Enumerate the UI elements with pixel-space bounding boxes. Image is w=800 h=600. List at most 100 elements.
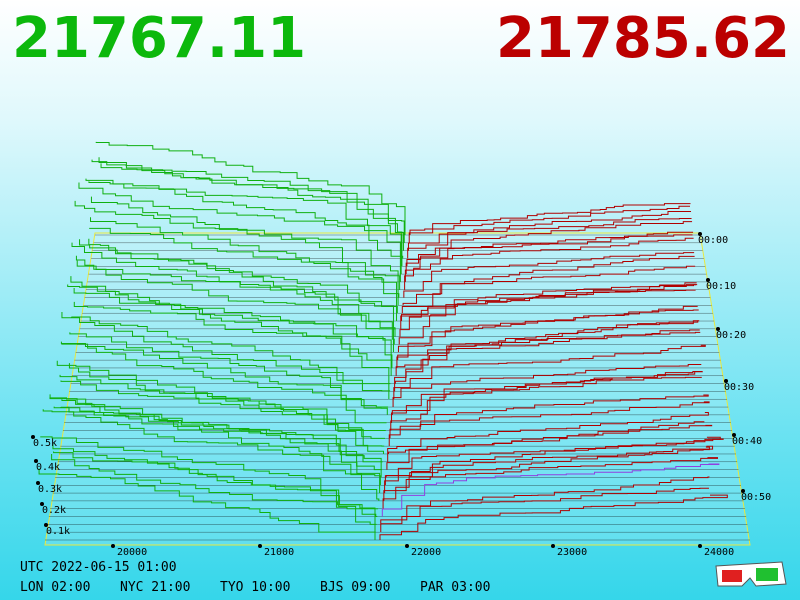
depth-lines	[38, 141, 750, 541]
price-label: 24000	[704, 547, 734, 558]
clock: TYO 10:00	[220, 580, 291, 595]
bid-depth-line	[73, 288, 393, 361]
time-label: 00:30	[724, 382, 754, 393]
ask-depth-line	[386, 424, 713, 470]
bid-depth-line	[61, 399, 382, 471]
floor	[44, 232, 751, 546]
bid-depth-line	[100, 163, 404, 251]
bid-depth-line	[60, 380, 384, 454]
ask-depth-line	[384, 445, 714, 486]
ask-depth-line	[384, 436, 721, 494]
bid-depth-line	[95, 141, 406, 235]
utc-time: UTC 2022-06-15 01:00	[20, 560, 177, 575]
tick-dot	[405, 544, 409, 548]
bid-depth-line	[91, 159, 403, 267]
ask-depth-line	[409, 205, 690, 235]
bid-depth-line	[76, 260, 394, 353]
clock: BJS 09:00	[320, 580, 391, 595]
bid-depth-line	[85, 178, 402, 275]
ask-depth-line	[399, 282, 697, 337]
clock: PAR 03:00	[420, 580, 491, 595]
clock: LON 02:00	[20, 580, 91, 595]
bid-depth-line	[53, 406, 381, 494]
time-label: 00:20	[716, 330, 746, 341]
tick-dot	[40, 502, 44, 506]
time-label: 00:00	[698, 235, 728, 246]
bid-depth-line	[78, 182, 401, 282]
ask-depth-line	[394, 331, 701, 392]
ask-depth-line	[387, 421, 705, 454]
tick-dot	[551, 544, 555, 548]
depth-label: 0.4k	[36, 462, 60, 473]
ask-depth-line	[398, 284, 698, 345]
ask-depth-line	[380, 476, 710, 533]
3d-glasses-icon[interactable]	[712, 558, 792, 598]
bid-depth-line	[61, 312, 391, 385]
tick-dot	[698, 544, 702, 548]
tick-dot	[34, 459, 38, 463]
price-label: 21000	[264, 547, 294, 558]
price-label: 20000	[117, 547, 147, 558]
bid-depth-line	[52, 443, 379, 510]
tick-dot	[698, 232, 702, 236]
ask-depth-line	[379, 494, 728, 540]
bid-depth-line	[70, 316, 391, 392]
ask-depth-line	[407, 217, 692, 259]
price-label: 22000	[411, 547, 441, 558]
ask-depth-line	[403, 252, 695, 298]
bid-depth-line	[89, 227, 398, 322]
bid-depth-line	[79, 239, 396, 337]
ask-depth-line	[404, 231, 694, 282]
ask-depth-line	[388, 401, 710, 447]
depth-label: 0.2k	[42, 505, 66, 516]
clock: NYC 21:00	[120, 580, 191, 595]
ask-depth-line	[408, 203, 691, 243]
tick-dot	[724, 379, 728, 383]
bid-depth-line	[67, 284, 393, 368]
bid-depth-line	[56, 360, 386, 432]
ask-depth-line	[383, 457, 719, 501]
ask-price: 21785.62	[495, 6, 790, 71]
ask-depth-line	[401, 265, 696, 314]
bid-depth-line	[74, 200, 399, 306]
tick-dot	[716, 327, 720, 331]
ask-depth-line	[387, 412, 709, 462]
depth-label: 0.1k	[46, 526, 70, 537]
tick-dot	[741, 489, 745, 493]
tick-dot	[36, 481, 40, 485]
bid-depth-line	[90, 217, 400, 298]
axis-labels: 20000 21000 22000 23000 24000 0.1k 0.2k 0.3k 0.4…	[31, 232, 771, 558]
bid-depth-line	[59, 374, 385, 447]
ask-depth-line	[390, 371, 703, 431]
ask-depth-line	[391, 376, 702, 415]
tick-dot	[258, 544, 262, 548]
bid-price: 21767.11	[12, 6, 307, 71]
bid-depth-line	[88, 238, 398, 314]
bid-depth-line	[70, 276, 392, 376]
depth-label: 0.3k	[38, 484, 62, 495]
bid-depth-line	[42, 409, 380, 501]
ask-depth-line	[389, 394, 709, 439]
ask-depth-line	[392, 363, 702, 408]
depth-label: 0.5k	[33, 438, 57, 449]
tick-dot	[44, 523, 48, 527]
bid-depth-line	[49, 397, 382, 478]
ask-depth-line	[381, 487, 709, 525]
bid-depth-line	[73, 301, 390, 400]
bid-depth-line	[69, 332, 389, 408]
bid-depth-line	[53, 451, 378, 518]
tick-dot	[706, 278, 710, 282]
bid-depth-line	[61, 343, 387, 424]
bid-depth-line	[38, 468, 376, 533]
ask-depth-line	[381, 463, 720, 517]
ask-depth-line	[393, 344, 706, 400]
bid-depth-line	[51, 453, 376, 540]
ask-depth-line	[396, 309, 699, 368]
time-label: 00:50	[741, 492, 771, 503]
tick-dot	[732, 433, 736, 437]
time-label: 00:40	[732, 436, 762, 447]
price-label: 23000	[557, 547, 587, 558]
tick-dot	[111, 544, 115, 548]
ask-depth-line	[404, 237, 694, 290]
